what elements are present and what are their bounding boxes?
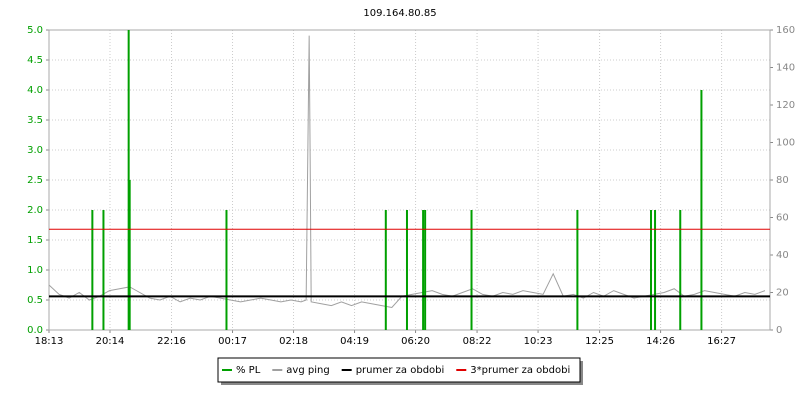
x-tick-label: 10:23 xyxy=(524,336,553,347)
y2-tick-label: 140 xyxy=(776,63,795,74)
y-tick-label: 2.5 xyxy=(27,175,43,186)
legend-label: 3*prumer za obdobi xyxy=(470,365,570,376)
x-tick-label: 00:17 xyxy=(218,336,247,347)
x-tick-label: 20:14 xyxy=(96,336,125,347)
y-tick-label: 3.5 xyxy=(27,115,43,126)
y-tick-label: 1.5 xyxy=(27,235,43,246)
y2-tick-label: 120 xyxy=(776,100,795,111)
y2-tick-label: 60 xyxy=(776,213,789,224)
x-tick-label: 16:27 xyxy=(707,336,736,347)
y-tick-label: 1.0 xyxy=(27,265,43,276)
y-tick-label: 4.0 xyxy=(27,85,43,96)
y2-tick-label: 80 xyxy=(776,175,789,186)
x-tick-label: 04:19 xyxy=(340,336,369,347)
y2-tick-label: 0 xyxy=(776,325,782,336)
x-tick-label: 22:16 xyxy=(157,336,186,347)
y-tick-label: 0.0 xyxy=(27,325,43,336)
legend-label: avg ping xyxy=(286,365,329,376)
x-tick-label: 14:26 xyxy=(646,336,675,347)
y-tick-label: 4.5 xyxy=(27,55,43,66)
y-tick-label: 3.0 xyxy=(27,145,43,156)
y-tick-label: 5.0 xyxy=(27,25,43,36)
y2-tick-label: 40 xyxy=(776,250,789,261)
x-tick-label: 02:18 xyxy=(279,336,308,347)
plot-frame xyxy=(48,29,771,331)
y-tick-label: 0.5 xyxy=(27,295,43,306)
legend-label: prumer za obdobi xyxy=(356,365,445,376)
x-tick-label: 12:25 xyxy=(585,336,614,347)
chart-title: 109.164.80.85 xyxy=(363,8,436,19)
y2-tick-label: 160 xyxy=(776,25,795,36)
x-tick-label: 08:22 xyxy=(463,336,492,347)
x-tick-label: 18:13 xyxy=(35,336,64,347)
legend-label: % PL xyxy=(236,365,261,376)
y2-tick-label: 20 xyxy=(776,288,789,299)
x-tick-label: 06:20 xyxy=(401,336,430,347)
y2-tick-label: 100 xyxy=(776,138,795,149)
y-tick-label: 2.0 xyxy=(27,205,43,216)
